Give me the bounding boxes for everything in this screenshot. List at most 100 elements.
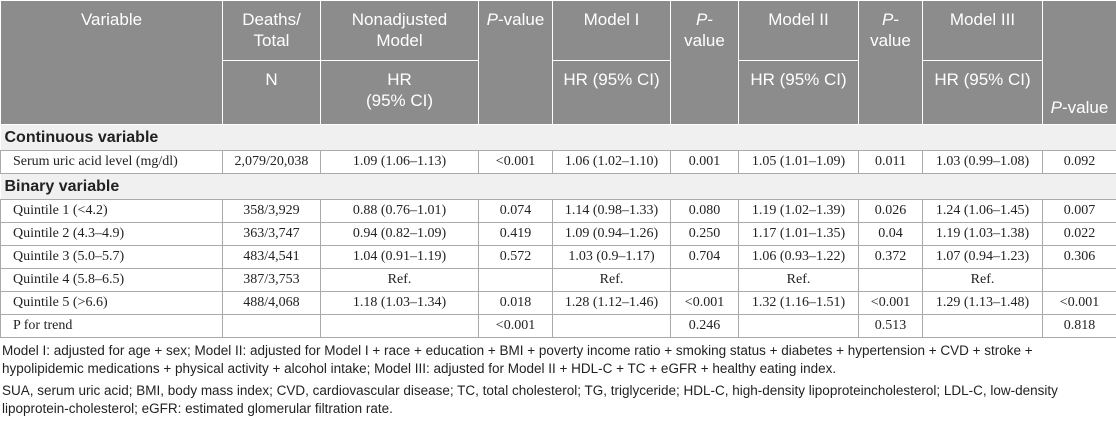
cell: 0.704 [670, 245, 739, 269]
cell: 1.19 (1.03–1.38) [922, 222, 1043, 246]
cell [738, 314, 859, 338]
footnotes: Model I: adjusted for age + sex; Model I… [0, 342, 1116, 418]
header-cell: Nonadjusted Model [320, 0, 479, 61]
header-cell: HR (95% CI) [738, 60, 859, 125]
section-title: Binary variable [0, 173, 1116, 200]
cell: 1.28 (1.12–1.46) [552, 291, 671, 315]
cell: Quintile 1 (<4.2) [0, 199, 223, 223]
cell: 1.19 (1.02–1.39) [738, 199, 859, 223]
cell: 0.026 [858, 199, 923, 223]
cell [478, 268, 553, 292]
cell [1042, 268, 1116, 292]
section-title: Continuous variable [0, 124, 1116, 151]
footnote: Model I: adjusted for age + sex; Model I… [2, 343, 1033, 376]
cell: 1.05 (1.01–1.09) [738, 150, 859, 174]
p-italic: P [695, 10, 708, 29]
cell: 0.011 [858, 150, 923, 174]
cell: 0.372 [858, 245, 923, 269]
cell: 363/3,747 [222, 222, 321, 246]
cell: 0.04 [858, 222, 923, 246]
data-row: Quintile 2 (4.3–4.9) 363/3,747 0.94 (0.82–… [0, 222, 1116, 246]
cell: 0.246 [670, 314, 739, 338]
cell: 483/4,541 [222, 245, 321, 269]
header-cell: P- value [670, 0, 739, 125]
cell: Quintile 4 (5.8–6.5) [0, 268, 223, 292]
header-row: N HR (95% CI) HR (95% CI) HR (95% CI) HR (95… [1, 60, 1116, 125]
footnote: SUA, serum uric acid; BMI, body mass ind… [2, 383, 1058, 416]
data-row: Quintile 4 (5.8–6.5) 387/3,753 Ref. Ref. Ref… [0, 268, 1116, 292]
section-row: Continuous variable [0, 124, 1116, 151]
cell: <0.001 [858, 291, 923, 315]
cell [320, 314, 479, 338]
cell [922, 314, 1043, 338]
p-rest: - value [870, 10, 911, 50]
header-cell: Model II [738, 0, 859, 61]
header-cell: Variable [0, 0, 223, 125]
cell: 1.03 (0.99–1.08) [922, 150, 1043, 174]
p-rest: -value [1062, 98, 1109, 117]
cell: 0.94 (0.82–1.09) [320, 222, 479, 246]
cell: 1.07 (0.94–1.23) [922, 245, 1043, 269]
cell: 1.14 (0.98–1.33) [552, 199, 671, 223]
cell: 0.818 [1042, 314, 1116, 338]
cell: Ref. [552, 268, 671, 292]
cell: 1.04 (0.91–1.19) [320, 245, 479, 269]
cell: Quintile 3 (5.0–5.7) [0, 245, 223, 269]
cell: P for trend [0, 314, 223, 338]
cell: 0.022 [1042, 222, 1116, 246]
cell: 0.88 (0.76–1.01) [320, 199, 479, 223]
cell: 0.306 [1042, 245, 1116, 269]
cell: 1.17 (1.01–1.35) [738, 222, 859, 246]
cell: Quintile 2 (4.3–4.9) [0, 222, 223, 246]
header-cell: Model III [922, 0, 1043, 61]
data-row: Quintile 3 (5.0–5.7) 483/4,541 1.04 (0.91–… [0, 245, 1116, 269]
header-cell: P-value [478, 0, 553, 125]
header-cell: N [222, 60, 321, 125]
p-italic: P [486, 10, 499, 29]
cell: 2,079/20,038 [222, 150, 321, 174]
cell: 0.092 [1042, 150, 1116, 174]
cell: Ref. [922, 268, 1043, 292]
header-row: Variable Deaths/ Total Nonadjusted Model P-… [0, 0, 1116, 125]
cell: 358/3,929 [222, 199, 321, 223]
results-table: Variable Deaths/ Total Nonadjusted Model P-… [0, 0, 1116, 338]
header-cell: Model I [552, 0, 671, 61]
cell [552, 314, 671, 338]
cell: 387/3,753 [222, 268, 321, 292]
cell: 1.18 (1.03–1.34) [320, 291, 479, 315]
cell: Serum uric acid level (mg/dl) [0, 150, 223, 174]
cell: <0.001 [1042, 291, 1116, 315]
cell: 1.24 (1.06–1.45) [922, 199, 1043, 223]
cell: 0.007 [1042, 199, 1116, 223]
header-cell: Deaths/ Total [222, 0, 321, 61]
cell [222, 314, 321, 338]
cell: 1.06 (1.02–1.10) [552, 150, 671, 174]
table-header: Variable Deaths/ Total Nonadjusted Model P-… [0, 0, 1116, 125]
data-row: P for trend <0.001 0.246 0.513 0.818 [0, 314, 1116, 338]
data-row: Quintile 1 (<4.2) 358/3,929 0.88 (0.76–1.0… [0, 199, 1116, 223]
cell [858, 268, 923, 292]
cell: 1.09 (1.06–1.13) [320, 150, 479, 174]
cell: 1.06 (0.93–1.22) [738, 245, 859, 269]
section-row: Binary variable [0, 173, 1116, 200]
cell: 1.03 (0.9–1.17) [552, 245, 671, 269]
cell: <0.001 [670, 291, 739, 315]
data-row: Serum uric acid level (mg/dl) 2,079/20,03… [0, 150, 1116, 174]
p-rest: - value [684, 10, 725, 50]
p-rest: -value [498, 10, 545, 29]
header-cell: HR (95% CI) [552, 60, 671, 125]
cell: Ref. [320, 268, 479, 292]
header-cell: P- value [858, 0, 923, 125]
cell: 1.32 (1.16–1.51) [738, 291, 859, 315]
header-cell: HR (95% CI) [320, 60, 479, 125]
header-cell: P-value [1042, 0, 1116, 125]
cell [670, 268, 739, 292]
p-italic: P [881, 10, 894, 29]
cell: 0.250 [670, 222, 739, 246]
data-row: Quintile 5 (>6.6) 488/4,068 1.18 (1.03–1.3… [0, 291, 1116, 315]
cell: <0.001 [478, 150, 553, 174]
cell: 0.080 [670, 199, 739, 223]
header-cell: HR (95% CI) [922, 60, 1043, 125]
cell: <0.001 [478, 314, 553, 338]
p-italic: P [1050, 98, 1063, 117]
